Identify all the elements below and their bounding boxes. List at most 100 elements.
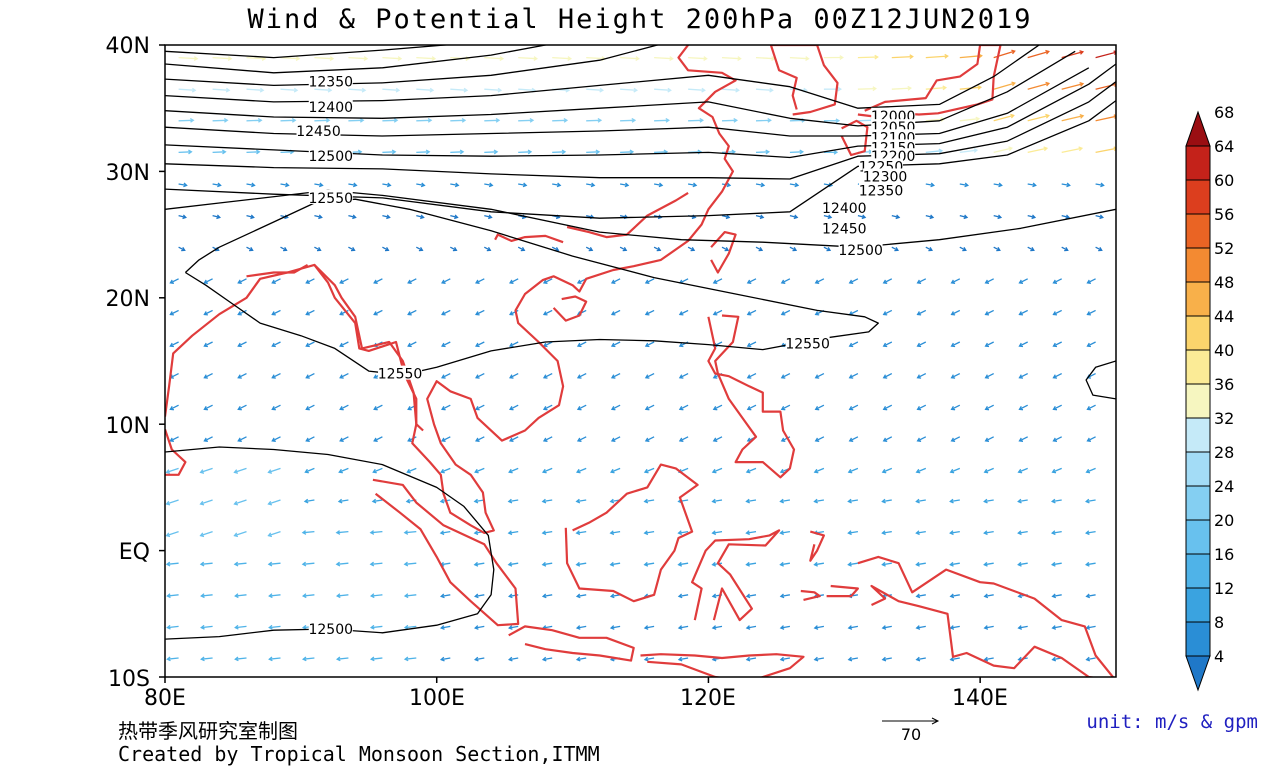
- wind-vector: [212, 183, 221, 187]
- coastline-segment: [640, 653, 805, 677]
- wind-vector-head: [369, 561, 375, 567]
- wind-vector-head: [575, 498, 581, 504]
- coastline-segment: [246, 263, 309, 278]
- wind-vector: [789, 56, 809, 60]
- wind-vector-head: [193, 56, 199, 61]
- wind-vector-head: [233, 500, 239, 506]
- wind-vector: [405, 657, 417, 660]
- wind-vector-head: [337, 498, 343, 504]
- wind-vector: [883, 436, 893, 442]
- wind-vector: [713, 404, 723, 410]
- wind-vector: [755, 183, 765, 187]
- contour-label-background: [308, 148, 353, 163]
- wind-vector-head: [493, 149, 499, 155]
- wind-vector-head: [848, 374, 854, 379]
- wind-vector: [586, 151, 600, 154]
- wind-vector: [373, 309, 383, 316]
- wind-vector: [951, 436, 961, 442]
- wind-vector-head: [533, 56, 538, 61]
- colorbar-label: 68: [1214, 103, 1234, 122]
- wind-vector: [1027, 114, 1049, 122]
- contour-label-background: [838, 241, 883, 256]
- wind-vector-head: [950, 311, 956, 316]
- wind-vector: [542, 499, 553, 503]
- wind-vector-head: [507, 498, 513, 504]
- wind-vector-head: [200, 656, 205, 662]
- wind-vector: [1052, 467, 1062, 473]
- wind-vector-head: [975, 116, 981, 122]
- wind-vector: [508, 499, 519, 503]
- wind-vector-head: [386, 182, 392, 188]
- wind-vector-head: [712, 405, 718, 411]
- wind-vector-head: [814, 405, 820, 411]
- wind-vector-head: [894, 246, 899, 252]
- wind-vector: [586, 183, 595, 187]
- wind-vector: [280, 183, 289, 187]
- wind-vector: [518, 151, 532, 154]
- wind-vector: [450, 183, 459, 187]
- wind-vector-head: [508, 468, 513, 474]
- wind-vector-head: [678, 342, 684, 348]
- wind-vector-head: [575, 593, 581, 599]
- wind-vector: [814, 625, 825, 629]
- wind-vector-head: [529, 117, 535, 123]
- wind-vector: [509, 278, 519, 284]
- wind-vector-head: [1085, 561, 1090, 567]
- wind-vector-head: [1017, 561, 1022, 567]
- wind-vector: [883, 404, 893, 410]
- wind-vector-head: [453, 214, 459, 220]
- wind-vector: [170, 404, 179, 410]
- wind-vector-head: [522, 182, 528, 188]
- colorbar-label: 8: [1214, 613, 1224, 632]
- wind-vector: [679, 436, 689, 442]
- wind-vector: [305, 467, 315, 473]
- wind-vector: [993, 82, 1015, 90]
- colorbar-label: 24: [1214, 477, 1234, 496]
- wind-vector-head: [291, 117, 297, 123]
- wind-vector: [407, 341, 417, 347]
- wind-vector: [610, 594, 621, 598]
- wind-vector: [814, 467, 825, 473]
- wind-vector-head: [165, 532, 171, 538]
- wind-vector-head: [475, 342, 480, 348]
- wind-vector-head: [1011, 81, 1016, 87]
- wind-vector-head: [848, 437, 854, 442]
- wind-vector-head: [495, 117, 501, 123]
- wind-vector: [747, 309, 757, 316]
- wind-vector: [985, 309, 994, 316]
- wind-vector: [404, 562, 417, 565]
- colorbar-label: 12: [1214, 579, 1234, 598]
- wind-vector: [1095, 83, 1116, 90]
- contour-label-background: [296, 122, 341, 137]
- wind-vector: [201, 625, 213, 629]
- wind-vector: [780, 499, 791, 503]
- wind-vector-head: [541, 468, 547, 474]
- wind-vector-head: [950, 342, 956, 348]
- wind-vector-head: [439, 656, 445, 662]
- wind-vector-head: [165, 561, 171, 567]
- wind-vector-head: [895, 214, 901, 220]
- wind-vector: [951, 404, 961, 410]
- wind-vector-head: [984, 279, 990, 284]
- wind-vector-head: [1018, 342, 1024, 348]
- wind-vector-head: [745, 593, 751, 599]
- wind-vector: [543, 309, 553, 316]
- wind-vector: [746, 530, 757, 534]
- wind-vector-head: [1017, 625, 1023, 630]
- wind-vector: [416, 88, 434, 91]
- wind-vector: [475, 657, 485, 661]
- wind-vector-head: [303, 498, 309, 504]
- wind-vector-head: [454, 182, 460, 188]
- wind-vector: [1053, 436, 1062, 442]
- wind-vector-head: [609, 468, 615, 474]
- wind-vector-head: [1085, 593, 1091, 599]
- wind-vector-head: [1017, 593, 1023, 599]
- wind-vector-head: [267, 532, 273, 538]
- wind-vector-head: [597, 117, 603, 123]
- wind-vector-head: [780, 437, 786, 442]
- wind-vector-head: [745, 561, 750, 567]
- wind-vector: [167, 594, 179, 597]
- wind-vector-head: [983, 498, 988, 504]
- wind-vector-head: [1052, 342, 1058, 348]
- wind-vector: [679, 404, 689, 410]
